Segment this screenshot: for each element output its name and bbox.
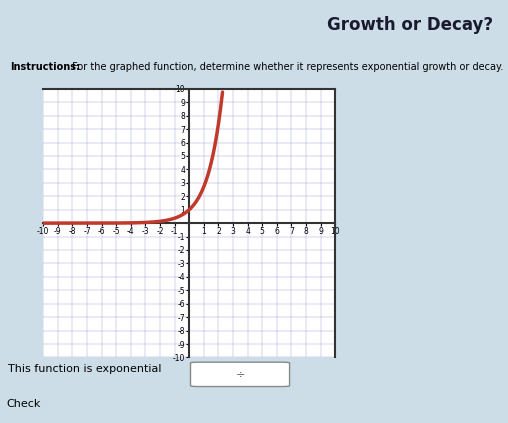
- Text: Check: Check: [6, 399, 41, 409]
- Text: Growth or Decay?: Growth or Decay?: [327, 16, 493, 34]
- Text: For the graphed function, determine whether it represents exponential growth or : For the graphed function, determine whet…: [69, 62, 503, 72]
- Text: ÷: ÷: [235, 369, 245, 379]
- FancyBboxPatch shape: [190, 362, 290, 387]
- Text: This function is exponential: This function is exponential: [8, 364, 161, 374]
- Text: Instructions:: Instructions:: [10, 62, 80, 72]
